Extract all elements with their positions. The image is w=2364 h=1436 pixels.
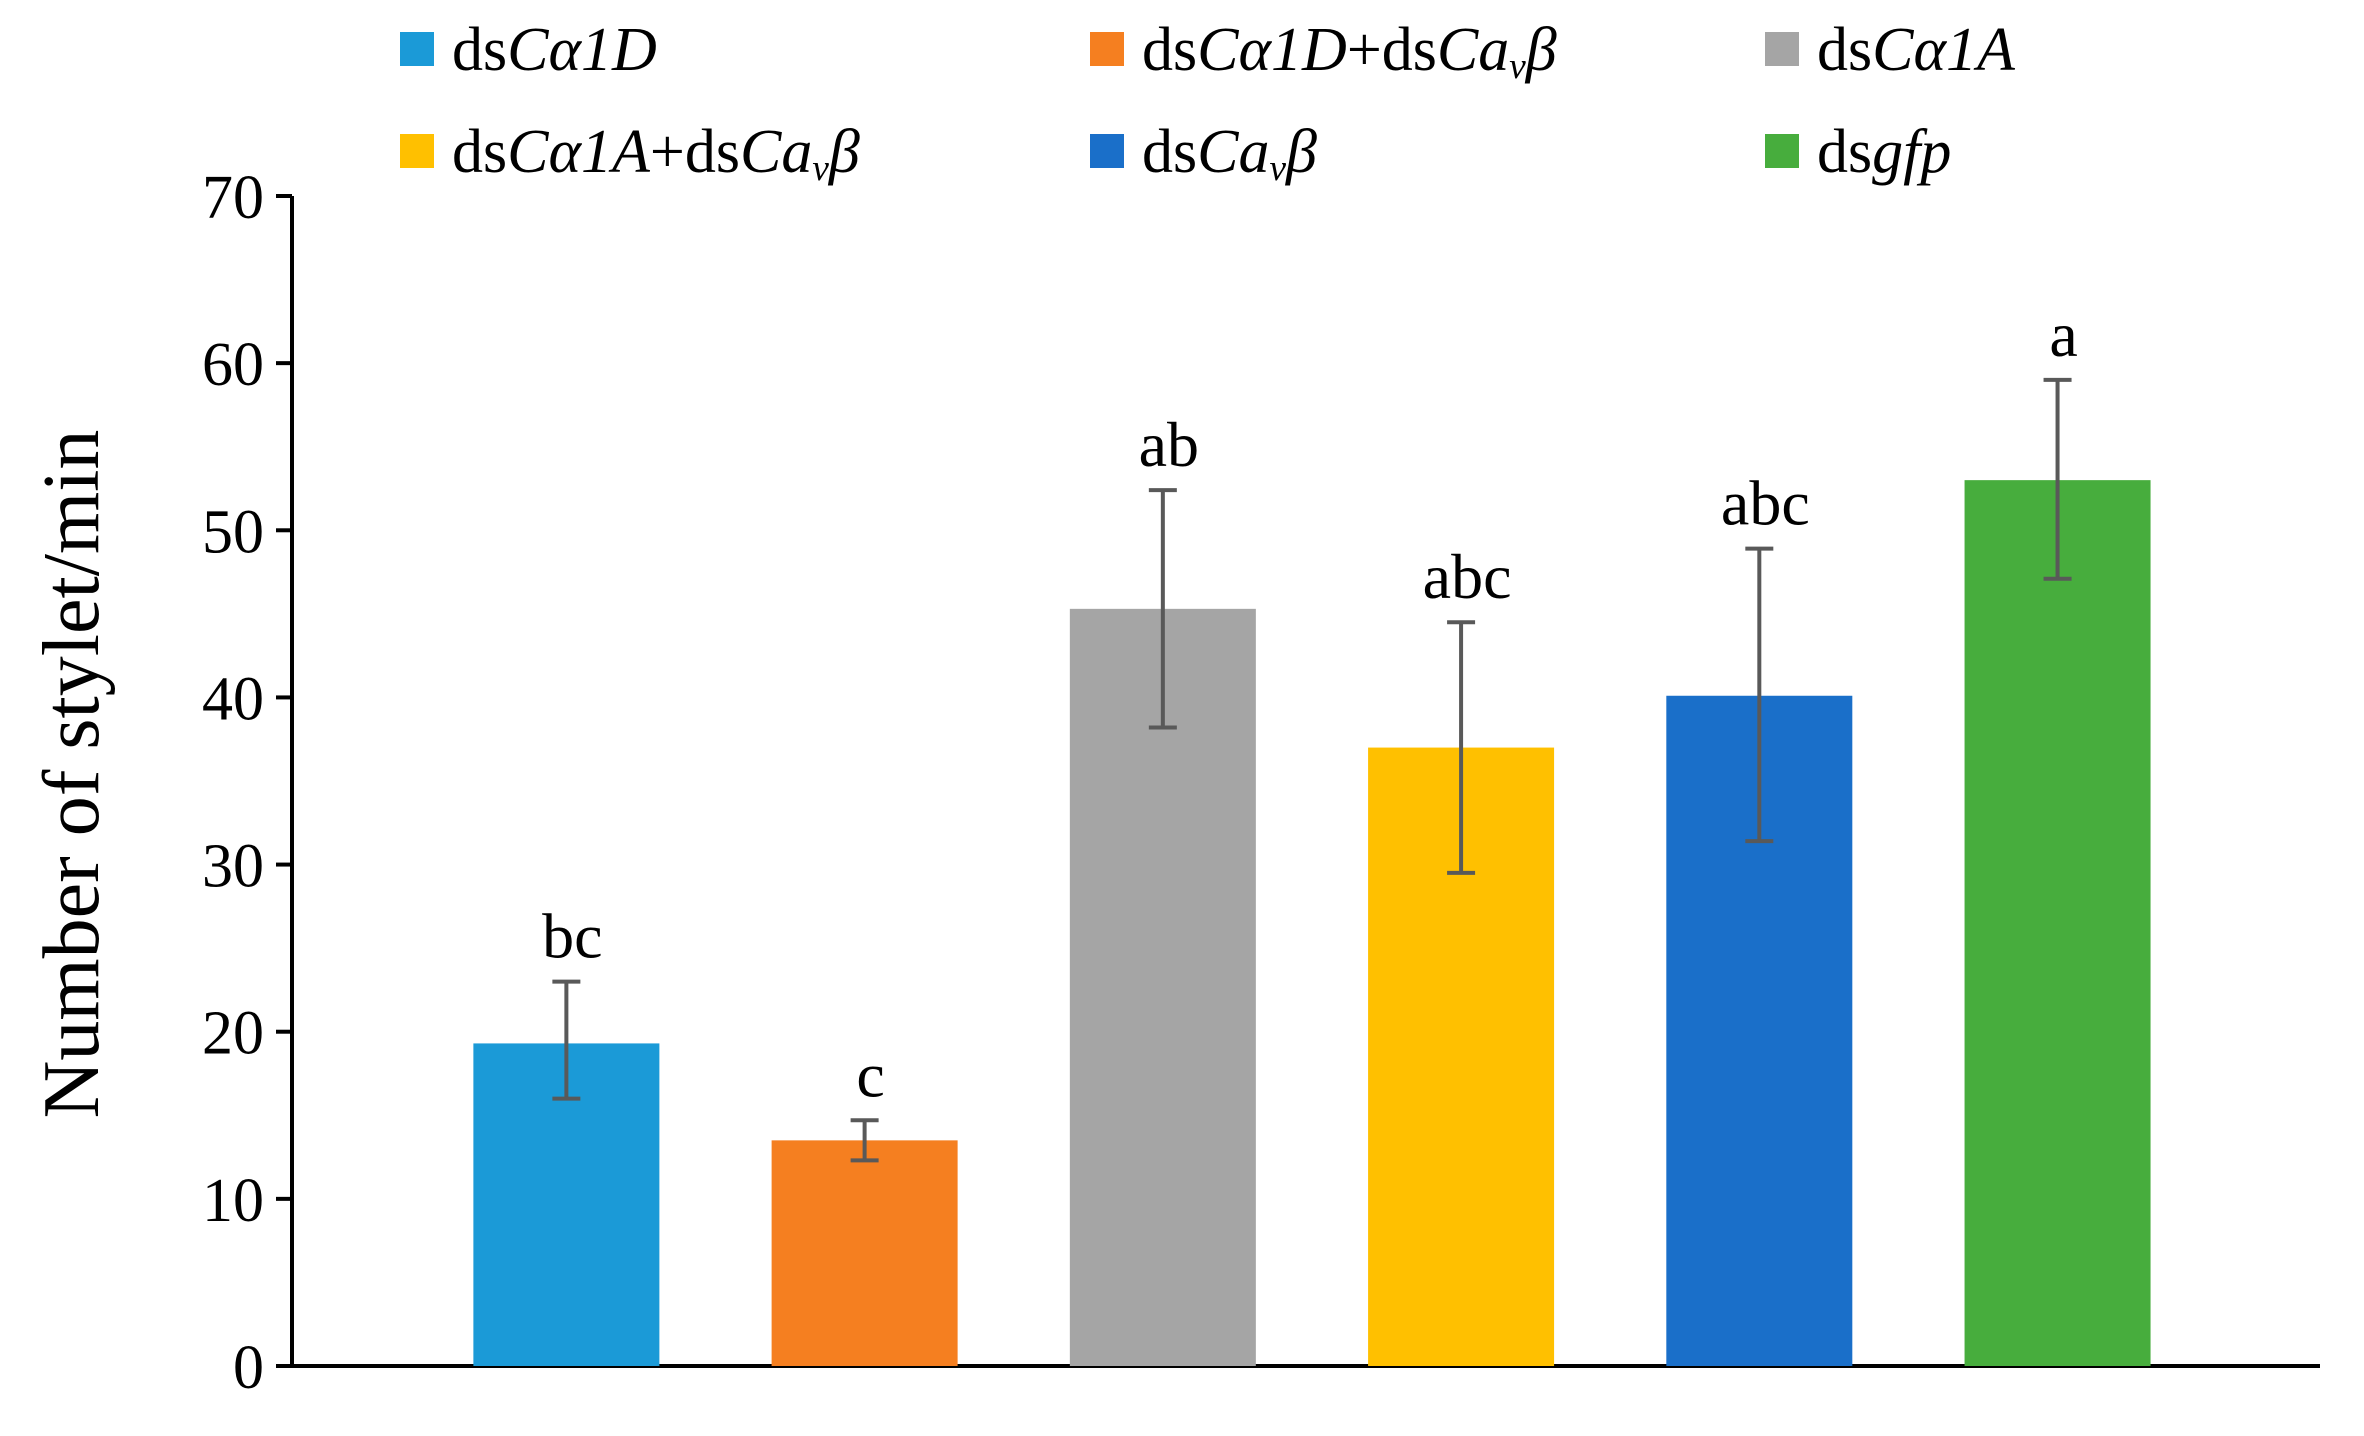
y-tick-label: 20 — [202, 1000, 264, 1068]
legend-label: dsCα1D — [452, 16, 657, 84]
y-tick-label: 50 — [202, 498, 264, 566]
significance-letter-ca1d-cavb: c — [856, 1039, 884, 1110]
y-tick-label: 10 — [202, 1167, 264, 1235]
legend-swatch — [1090, 134, 1124, 168]
legend-label: dsCavβ — [1142, 118, 1317, 189]
legend-swatch — [400, 32, 434, 66]
bar-ca1a — [1069, 608, 1256, 1366]
legend-item-ca1a: dsCα1A — [1765, 16, 2016, 84]
legend-label: dsCα1A+dsCavβ — [452, 118, 860, 189]
legend-swatch — [400, 134, 434, 168]
bar-ca1d-cavb — [771, 1140, 958, 1366]
y-tick-label: 60 — [202, 331, 264, 399]
legend-item-ca1a-cavb: dsCα1A+dsCavβ — [400, 118, 860, 189]
legend-label: dsCα1A — [1817, 16, 2016, 84]
significance-letter-ca1d: bc — [542, 901, 602, 972]
y-tick-label: 0 — [233, 1334, 264, 1402]
significance-letter-gfp: a — [2049, 299, 2077, 370]
bar-gfp — [1964, 480, 2151, 1367]
y-tick-label: 70 — [202, 164, 264, 232]
legend-swatch — [1765, 32, 1799, 66]
legend-label: dsCα1D+dsCavβ — [1142, 16, 1557, 87]
legend-item-ca1d-cavb: dsCα1D+dsCavβ — [1090, 16, 1557, 87]
axes: 0 10 20 30 40 50 60 70 — [202, 164, 2320, 1402]
significance-letter-cavb: abc — [1721, 468, 1810, 539]
y-tick-label: 40 — [202, 665, 264, 733]
significance-letter-ca1a: ab — [1139, 409, 1199, 480]
legend: dsCα1D dsCα1D+dsCavβ dsCα1A dsCα1A+dsCavβ ds… — [400, 16, 2016, 189]
legend-swatch — [1090, 32, 1124, 66]
legend-label: dsgfp — [1817, 118, 1951, 186]
significance-letter-ca1a-cavb: abc — [1423, 541, 1512, 612]
legend-swatch — [1765, 134, 1799, 168]
bars: bc c ab abc abc a — [473, 299, 2151, 1367]
legend-item-gfp: dsgfp — [1765, 118, 1951, 186]
legend-item-cavb: dsCavβ — [1090, 118, 1317, 189]
y-axis-label: Number of stylet/min — [28, 430, 116, 1119]
legend-item-ca1d: dsCα1D — [400, 16, 657, 84]
y-tick-label: 30 — [202, 833, 264, 901]
